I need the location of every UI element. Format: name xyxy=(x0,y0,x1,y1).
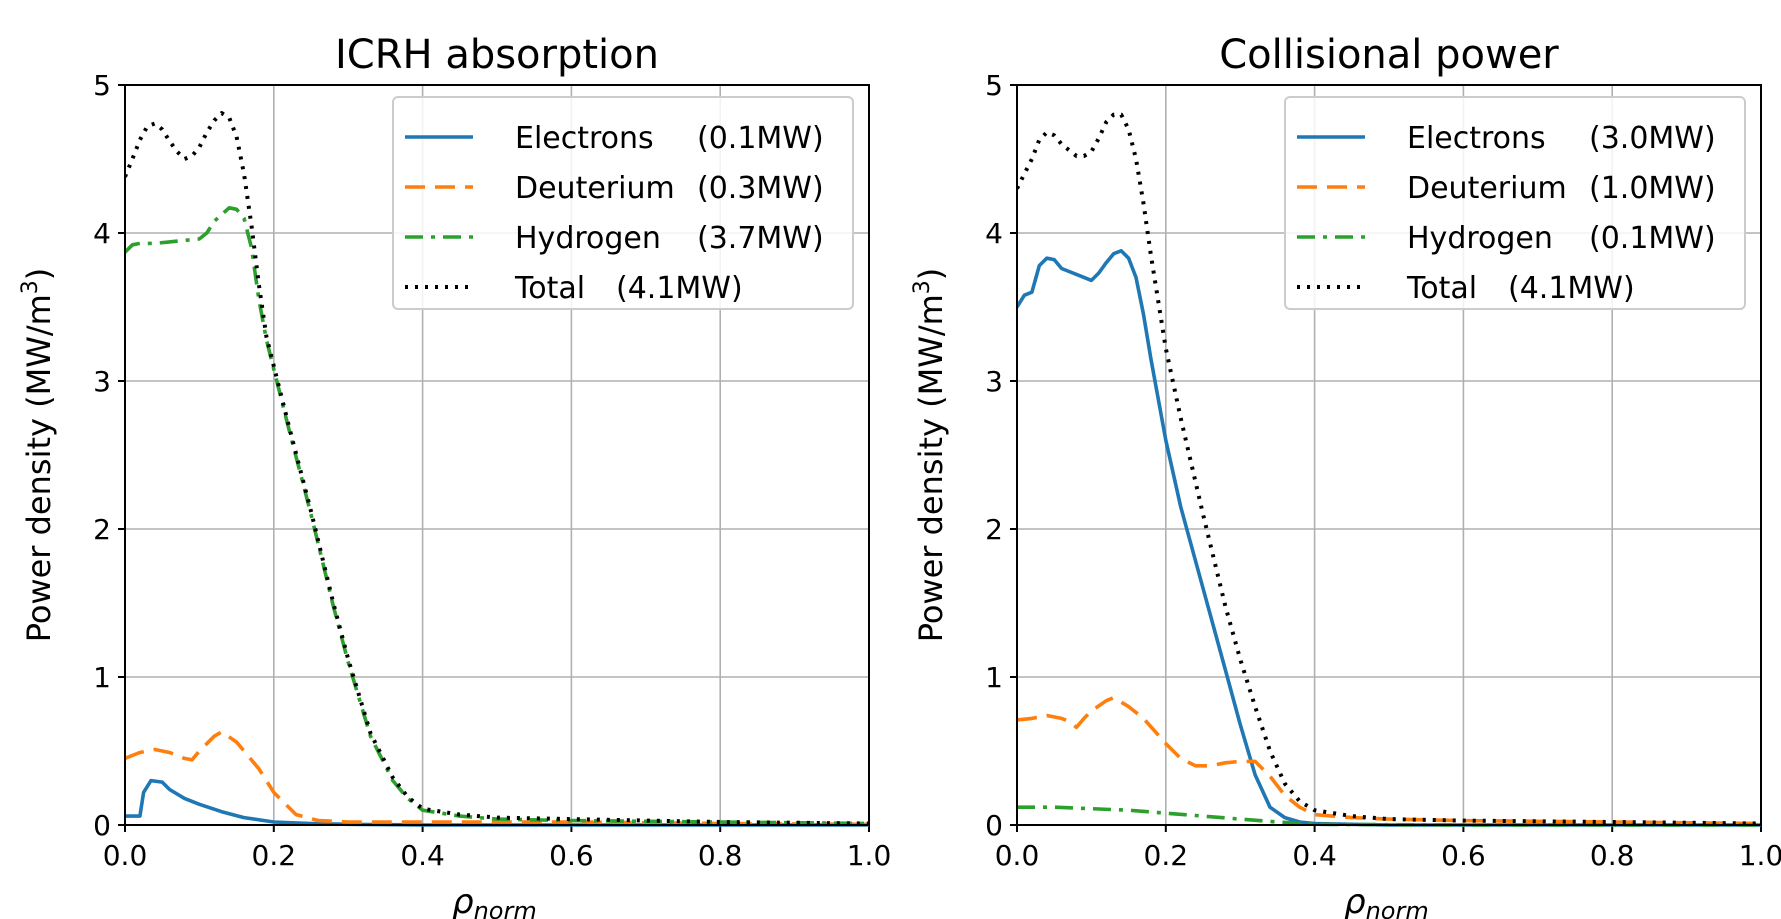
legend-entry-value: (3.7MW) xyxy=(697,221,824,256)
x-tick-label: 0.4 xyxy=(1292,839,1337,872)
legend-entry-value: (1.0MW) xyxy=(1589,171,1716,206)
y-tick-label: 2 xyxy=(93,513,111,546)
legend-entry-value: (0.1MW) xyxy=(1589,221,1716,256)
y-axis-label-main: Power density (MW/m xyxy=(912,294,950,642)
y-tick-label: 1 xyxy=(93,661,111,694)
legend-entry-name: Electrons xyxy=(1407,121,1546,156)
legend-entry-value: (4.1MW) xyxy=(1508,271,1635,306)
series-line-deuterium xyxy=(1017,695,1761,826)
legend-entry-value: (0.1MW) xyxy=(697,121,824,156)
legend-box xyxy=(1284,96,1746,310)
x-tick-label: 1.0 xyxy=(847,839,892,872)
y-axis-label-close: ) xyxy=(912,268,950,280)
legend: Electrons (3.0MW) Deuterium (1.0MW) Hydrogen… xyxy=(1284,96,1746,310)
y-tick-label: 1 xyxy=(985,661,1003,694)
x-tick-label: 0.2 xyxy=(252,839,297,872)
x-axis-label-subscript: norm xyxy=(1366,897,1429,919)
legend: Electrons (0.1MW) Deuterium (0.3MW) Hydrogen… xyxy=(392,96,854,310)
y-tick-label: 5 xyxy=(985,69,1003,102)
legend-entry-name: Total xyxy=(1406,271,1477,306)
legend-box xyxy=(392,96,854,310)
legend-entry-name: Total xyxy=(514,271,585,306)
x-axis-label-subscript: norm xyxy=(474,897,537,919)
y-tick-label: 3 xyxy=(93,365,111,398)
series-line-deuterium xyxy=(125,729,869,827)
y-axis-label: Power density (MW/m3) xyxy=(910,268,950,643)
x-axis-label: ρnorm xyxy=(452,882,537,919)
legend-entry-name: Electrons xyxy=(515,121,654,156)
y-tick-label: 2 xyxy=(985,513,1003,546)
y-tick-label: 3 xyxy=(985,365,1003,398)
x-tick-label: 0.6 xyxy=(1441,839,1486,872)
chart-title: Collisional power xyxy=(1219,32,1559,78)
chart-title: ICRH absorption xyxy=(335,32,659,78)
chart-panel-icrh-absorption: 0.0 0.2 0.4 0.6 0.8 1.0 0 1 2 3 4 5 ICRH absorption ρ… xyxy=(18,32,891,919)
y-tick-label: 5 xyxy=(93,69,111,102)
x-tick-label: 0.8 xyxy=(698,839,743,872)
y-axis-label-superscript: 3 xyxy=(910,280,935,294)
x-tick-label: 0.0 xyxy=(103,839,148,872)
x-tick-label: 0.2 xyxy=(1144,839,1189,872)
y-axis-label: Power density (MW/m3) xyxy=(18,268,58,643)
x-tick-label: 0.6 xyxy=(549,839,594,872)
y-tick-label: 4 xyxy=(93,217,111,250)
legend-entry-name: Hydrogen xyxy=(1407,221,1553,256)
series-line-total xyxy=(1017,112,1761,826)
x-axis-label: ρnorm xyxy=(1344,882,1429,919)
chart-panel-collisional-power: 0.0 0.2 0.4 0.6 0.8 1.0 0 1 2 3 4 5 Collisional powe… xyxy=(910,32,1781,919)
axes-frame xyxy=(124,84,870,826)
x-axis-label-symbol: ρ xyxy=(452,882,474,919)
legend-entry-value: (0.3MW) xyxy=(697,171,824,206)
series-line-electrons xyxy=(1017,249,1761,827)
legend-entry-name: Hydrogen xyxy=(515,221,661,256)
y-tick-label: 0 xyxy=(985,809,1003,842)
legend-entry-name: Deuterium xyxy=(515,171,675,206)
x-axis-label-symbol: ρ xyxy=(1344,882,1366,919)
x-tick-label: 0.4 xyxy=(400,839,445,872)
y-axis-label-superscript: 3 xyxy=(18,280,43,294)
legend-entry-name: Deuterium xyxy=(1407,171,1567,206)
axes-frame xyxy=(1016,84,1762,826)
x-tick-label: 1.0 xyxy=(1739,839,1781,872)
legend-entry-value: (4.1MW) xyxy=(616,271,743,306)
y-axis-label-main: Power density (MW/m xyxy=(20,294,58,642)
y-tick-label: 0 xyxy=(93,809,111,842)
y-axis-label-close: ) xyxy=(20,268,58,280)
x-tick-label: 0.8 xyxy=(1590,839,1635,872)
y-tick-label: 4 xyxy=(985,217,1003,250)
x-tick-label: 0.0 xyxy=(995,839,1040,872)
legend-entry-value: (3.0MW) xyxy=(1589,121,1716,156)
